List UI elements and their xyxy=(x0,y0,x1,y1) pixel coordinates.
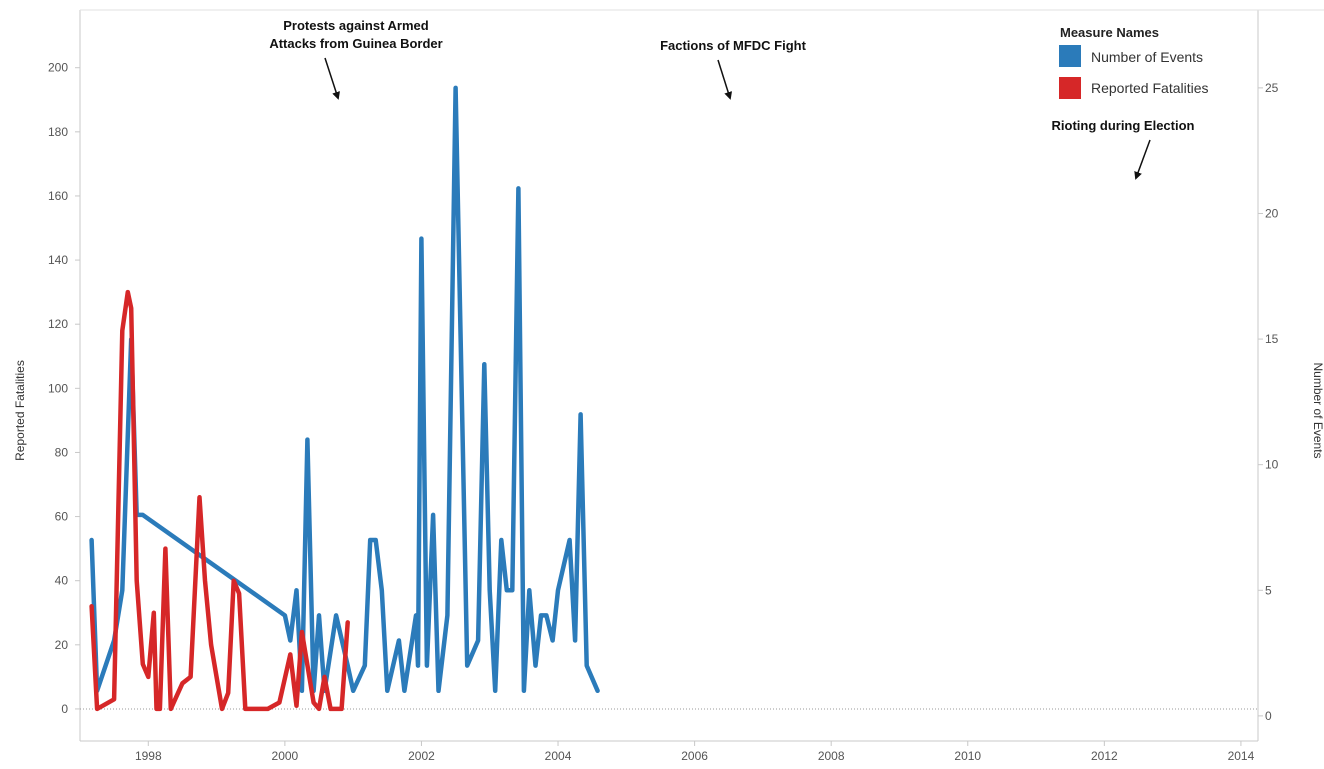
annotation-protests-text: Attacks from Guinea Border xyxy=(269,36,442,51)
left-tick-label: 20 xyxy=(55,638,69,652)
legend-label-fatalities: Reported Fatalities xyxy=(1091,80,1209,96)
axes-layer: 0204060801001201401601802000510152025199… xyxy=(13,9,1324,763)
series-line-number-of-events xyxy=(89,85,600,694)
legend-title: Measure Names xyxy=(1060,25,1159,40)
left-tick-label: 60 xyxy=(55,510,69,524)
x-tick-label: 2002 xyxy=(408,749,435,763)
left-tick-label: 140 xyxy=(48,253,68,267)
right-tick-label: 20 xyxy=(1265,206,1279,220)
left-tick-label: 100 xyxy=(48,381,68,395)
annotation-mfdc-text: Factions of MFDC Fight xyxy=(660,38,807,53)
left-tick-label: 120 xyxy=(48,317,68,331)
x-tick-label: 2010 xyxy=(954,749,981,763)
x-tick-label: 2006 xyxy=(681,749,708,763)
legend-label-events: Number of Events xyxy=(1091,49,1203,65)
left-tick-label: 0 xyxy=(61,702,68,716)
left-tick-label: 40 xyxy=(55,574,69,588)
right-tick-label: 5 xyxy=(1265,583,1272,597)
x-tick-label: 2000 xyxy=(272,749,299,763)
right-tick-label: 0 xyxy=(1265,709,1272,723)
annotation-mfdc-arrow xyxy=(717,59,733,100)
annotation-rioting-arrow xyxy=(1134,139,1151,180)
right-tick-label: 15 xyxy=(1265,332,1279,346)
legend-swatch-fatalities xyxy=(1059,77,1081,99)
left-tick-label: 160 xyxy=(48,189,68,203)
legend: Measure Names Number of Events Reported … xyxy=(1059,25,1209,99)
right-tick-label: 25 xyxy=(1265,81,1279,95)
left-tick-label: 180 xyxy=(48,125,68,139)
left-tick-label: 80 xyxy=(55,445,69,459)
series-layer xyxy=(89,85,600,712)
left-axis-title: Reported Fatalities xyxy=(13,360,27,461)
x-tick-label: 2012 xyxy=(1091,749,1118,763)
annotation-protests-arrow xyxy=(324,57,340,100)
right-axis-title: Number of Events xyxy=(1311,362,1324,458)
annotation-rioting-text: Rioting during Election xyxy=(1052,118,1195,133)
series-line-reported-fatalities xyxy=(89,289,350,712)
x-tick-label: 2014 xyxy=(1228,749,1255,763)
right-tick-label: 10 xyxy=(1265,458,1279,472)
legend-swatch-events xyxy=(1059,45,1081,67)
x-tick-label: 1998 xyxy=(135,749,162,763)
x-tick-label: 2008 xyxy=(818,749,845,763)
annotation-protests-text: Protests against Armed xyxy=(283,18,429,33)
x-tick-label: 2004 xyxy=(545,749,572,763)
annotations-layer: Protests against Armed Attacks from Guine… xyxy=(269,18,1195,180)
left-tick-label: 200 xyxy=(48,61,68,75)
